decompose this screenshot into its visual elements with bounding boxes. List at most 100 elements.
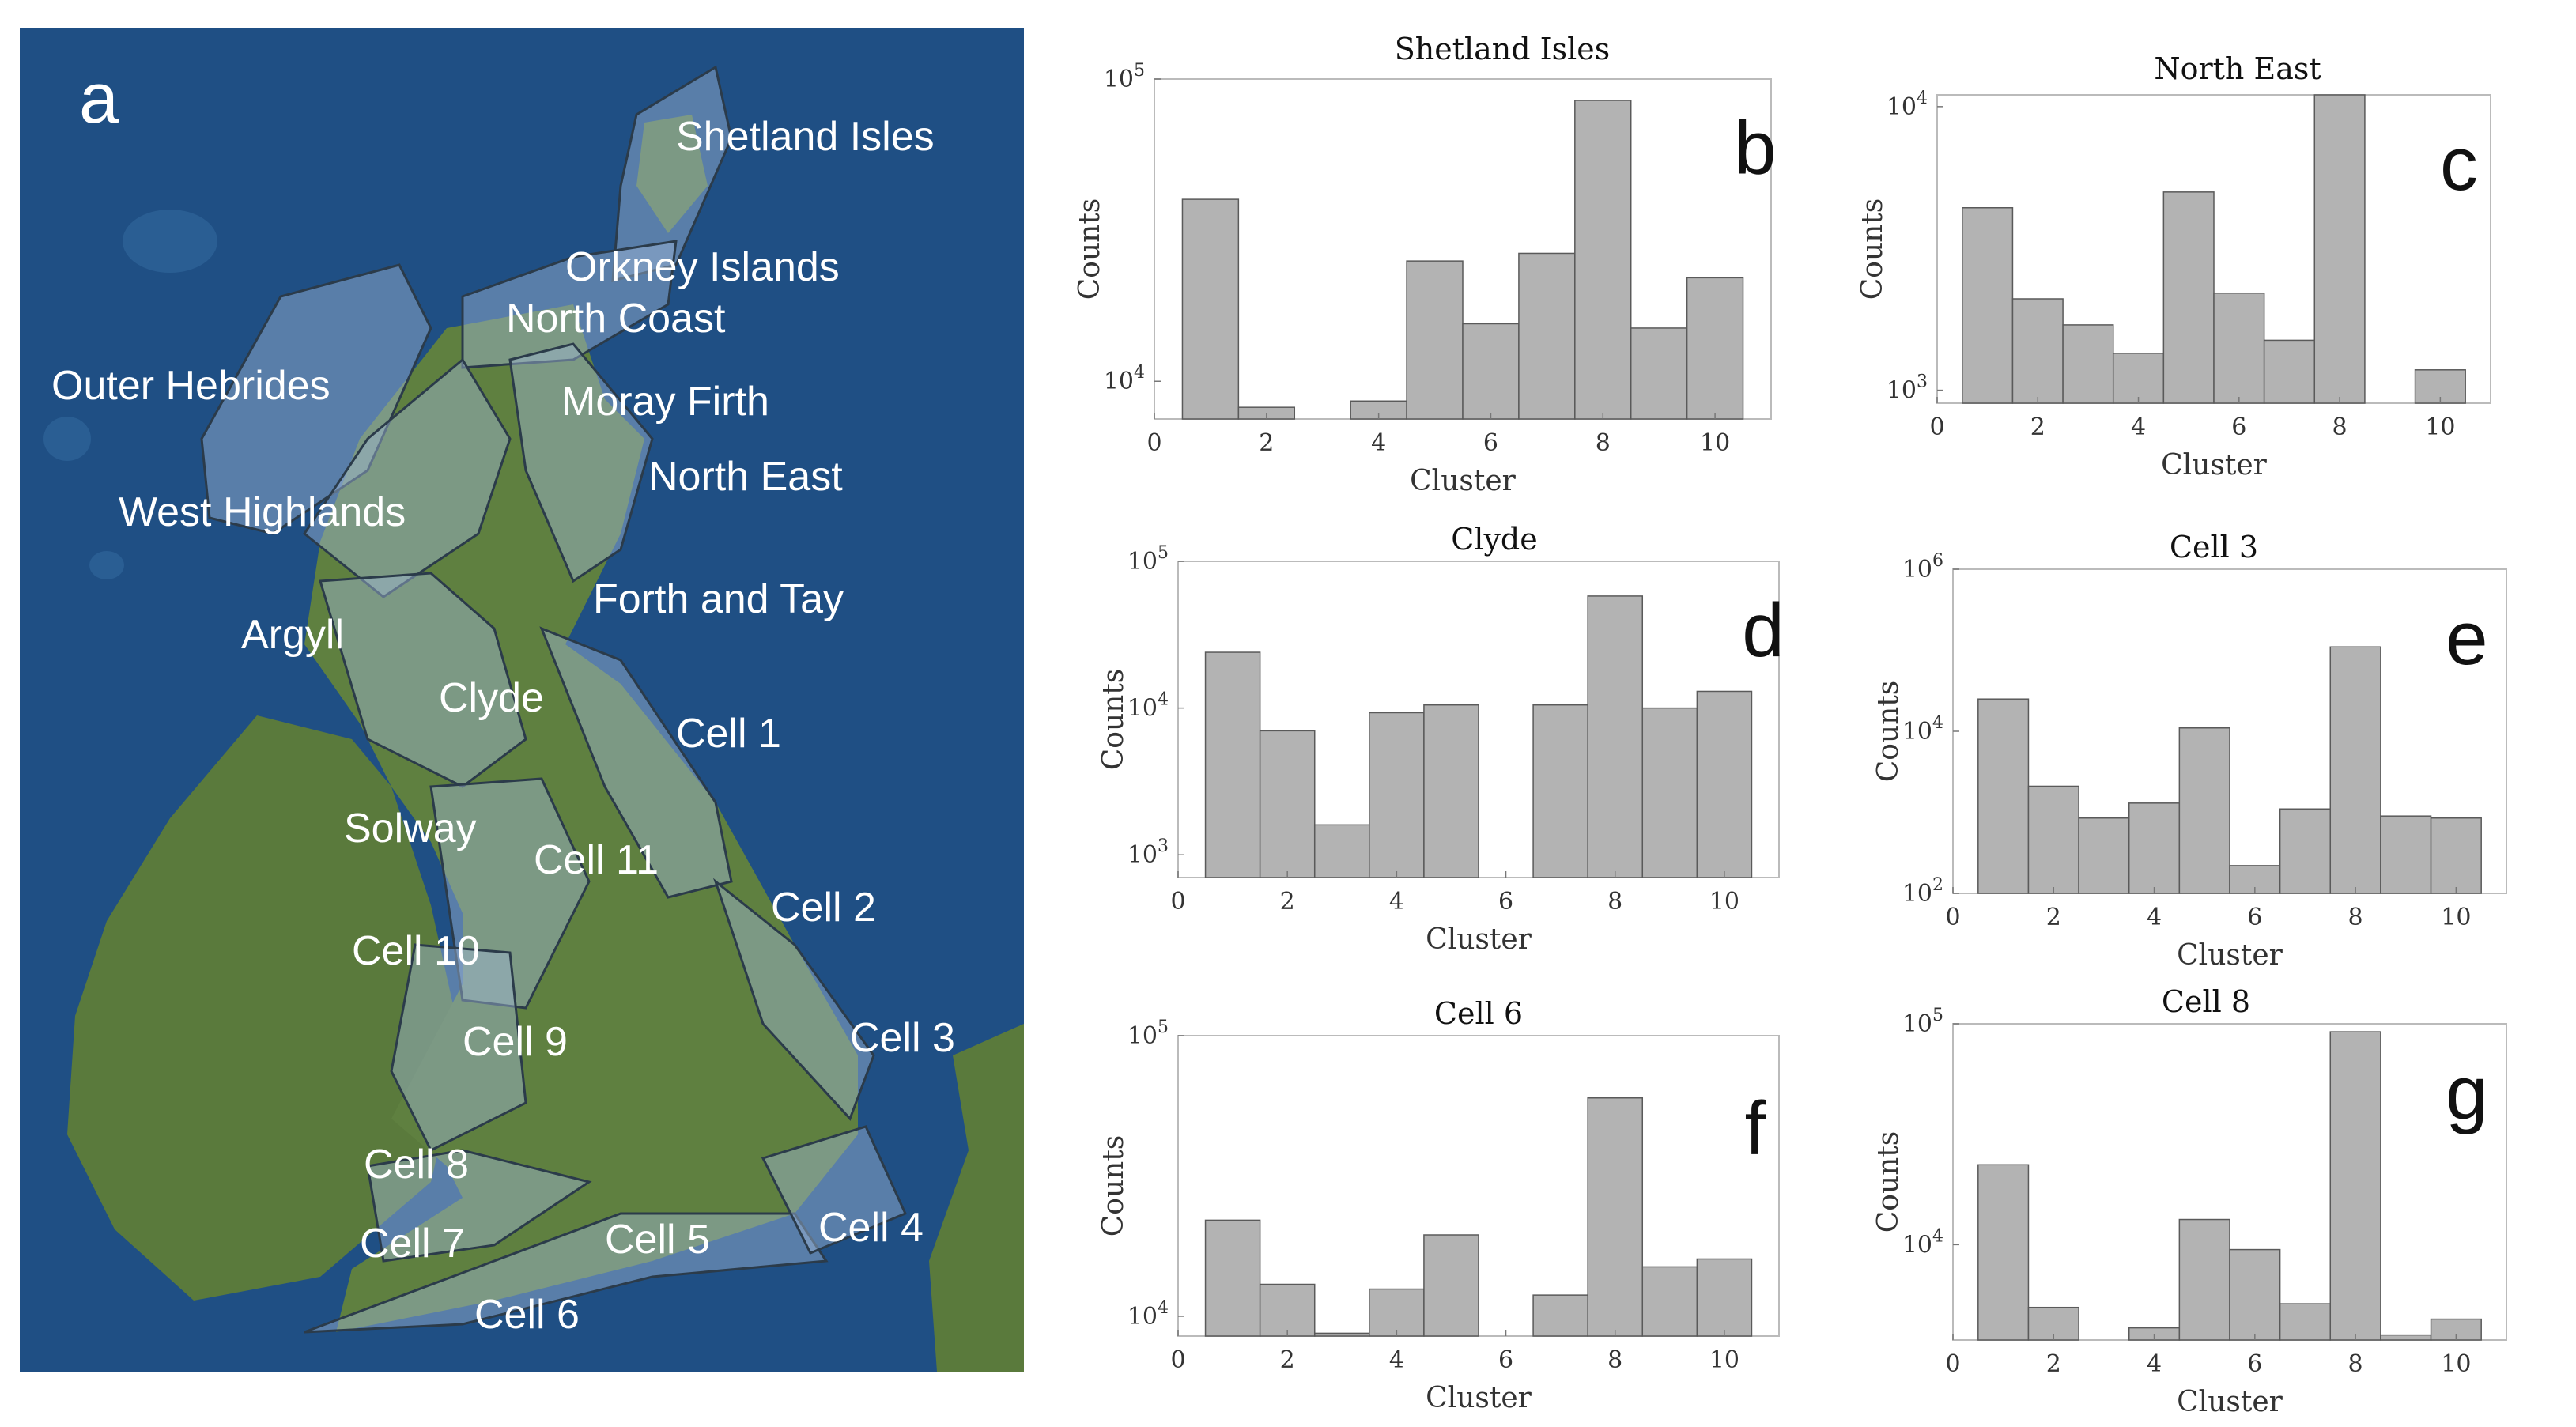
histogram-bar bbox=[2229, 1248, 2281, 1341]
histogram-bar bbox=[1587, 595, 1644, 878]
x-tick-label: 10 bbox=[2425, 413, 2455, 441]
histogram-bar bbox=[2128, 802, 2181, 894]
histogram-bar bbox=[1696, 1258, 1753, 1337]
histogram-panel: 0 2 4 6 8 10 103 104 105 Clyde Cluster Counts d bbox=[1097, 522, 1785, 956]
x-tick-label: 0 bbox=[1146, 429, 1161, 457]
x-tick-label: 6 bbox=[2247, 904, 2262, 931]
panel-letter: e bbox=[2446, 596, 2487, 681]
histogram-bar bbox=[2313, 94, 2366, 404]
overlay-argyll-clyde bbox=[319, 572, 527, 788]
histogram-bar bbox=[1630, 327, 1688, 420]
x-tick-label: 8 bbox=[1607, 888, 1622, 915]
panel-letter: b bbox=[1734, 106, 1776, 191]
overlay-cell2-cell3 bbox=[712, 878, 875, 1121]
shetland-landmass bbox=[636, 115, 708, 233]
histogram-bar bbox=[2011, 298, 2064, 404]
histogram-bar bbox=[2430, 817, 2482, 894]
uk-coastal-cells-map: a Shetland Isles Orkney Islands North Co… bbox=[20, 28, 1024, 1372]
x-tick-label: 8 bbox=[2348, 1350, 2363, 1378]
chart-title: Cell 3 bbox=[2170, 530, 2258, 564]
histogram-bar bbox=[2279, 1303, 2332, 1341]
x-tick-label: 10 bbox=[1700, 429, 1730, 457]
y-tick-label: 104 bbox=[1902, 1226, 1943, 1259]
map-label: North Coast bbox=[506, 296, 726, 342]
histogram-bar bbox=[2178, 1218, 2230, 1341]
x-tick-label: 6 bbox=[2247, 1350, 2262, 1378]
map-label: Cell 3 bbox=[850, 1015, 955, 1061]
y-tick-label: 103 bbox=[1887, 372, 1928, 405]
histogram-bar bbox=[1423, 1234, 1479, 1337]
map-label: Cell 8 bbox=[364, 1142, 469, 1187]
histogram-panel: 0 2 4 6 8 10 104 105 Cell 8 Cluster Counts g bbox=[1872, 984, 2507, 1418]
map-label: Cell 9 bbox=[463, 1019, 568, 1065]
histogram-bar bbox=[1369, 1288, 1425, 1337]
chart-title: Cell 6 bbox=[1434, 996, 1523, 1031]
x-tick-label: 8 bbox=[1596, 429, 1611, 457]
histogram-bar bbox=[2162, 191, 2215, 404]
map-label: Clyde bbox=[439, 675, 544, 721]
panel-letter: d bbox=[1742, 588, 1784, 673]
y-tick-label: 102 bbox=[1902, 875, 1943, 908]
y-tick-label: 105 bbox=[1127, 543, 1169, 576]
histogram-bar bbox=[1204, 651, 1261, 878]
map-label: Shetland Isles bbox=[676, 114, 935, 160]
y-axis-label: Counts bbox=[1097, 1135, 1130, 1237]
y-tick-label: 106 bbox=[1902, 551, 1943, 583]
x-tick-label: 2 bbox=[1280, 1346, 1295, 1374]
y-tick-label: 103 bbox=[1127, 836, 1169, 869]
histogram-panel: 0 2 4 6 8 10 104 105 Cell 6 Cluster Counts f bbox=[1097, 996, 1780, 1414]
overlay-cell4 bbox=[761, 1125, 908, 1255]
panel-letter: g bbox=[2446, 1051, 2487, 1135]
histogram-panel: 0 2 4 6 8 10 103 104 North East Cluster Counts c bbox=[1856, 51, 2491, 481]
map-label: Cell 1 bbox=[676, 711, 781, 757]
histogram-bar bbox=[2263, 339, 2316, 404]
x-tick-label: 8 bbox=[2332, 413, 2347, 441]
x-tick-label: 2 bbox=[1259, 429, 1274, 457]
histogram-bar bbox=[1641, 707, 1698, 878]
x-tick-label: 8 bbox=[2348, 904, 2363, 931]
panel-letter-a: a bbox=[79, 59, 119, 138]
sea-texture bbox=[89, 551, 124, 579]
x-tick-label: 4 bbox=[1389, 1346, 1404, 1374]
x-tick-label: 4 bbox=[2147, 1350, 2162, 1378]
map-label: Cell 7 bbox=[360, 1221, 465, 1267]
x-axis-label: Cluster bbox=[1410, 465, 1516, 497]
histogram-bar bbox=[1313, 824, 1370, 878]
map-labels: Shetland Isles Orkney Islands North Coas… bbox=[51, 114, 955, 1338]
panel-letter: c bbox=[2440, 122, 2478, 206]
histogram-bar bbox=[2062, 324, 2114, 404]
coastal-cell-overlays bbox=[200, 65, 908, 1334]
map-label: Cell 11 bbox=[534, 837, 659, 883]
overlay-outer-hebrides bbox=[200, 263, 432, 535]
x-tick-label: 4 bbox=[1389, 888, 1404, 915]
x-tick-label: 4 bbox=[2147, 904, 2162, 931]
overlay-cell6-cell5 bbox=[304, 1212, 829, 1334]
x-tick-label: 10 bbox=[2441, 904, 2471, 931]
overlay-cell9-cell10 bbox=[390, 943, 527, 1153]
overlay-cell8-cell7 bbox=[366, 1149, 592, 1263]
histogram-bar bbox=[1532, 704, 1588, 878]
overlay-orkney-north-coast bbox=[461, 240, 678, 369]
y-axis-label: Counts bbox=[1074, 198, 1106, 300]
x-axis-label: Cluster bbox=[1426, 1382, 1532, 1414]
histogram-bar bbox=[1313, 1332, 1370, 1337]
histogram-bar bbox=[1641, 1266, 1698, 1337]
x-tick-label: 2 bbox=[1280, 888, 1295, 915]
map-label: Argyll bbox=[241, 612, 344, 658]
x-axis-label: Cluster bbox=[2177, 1386, 2283, 1418]
histogram-panel: 0 2 4 6 8 10 104 105 Shetland Isles Cluster Counts… bbox=[1074, 32, 1777, 497]
x-tick-label: 0 bbox=[1945, 1350, 1960, 1378]
histogram-bar bbox=[1686, 277, 1744, 420]
histogram-bar bbox=[1574, 100, 1632, 420]
map-label: Cell 2 bbox=[771, 885, 876, 931]
histogram-bar bbox=[2078, 817, 2130, 894]
x-tick-label: 6 bbox=[1498, 888, 1513, 915]
x-tick-label: 6 bbox=[2231, 413, 2246, 441]
histogram-panel: 0 2 4 6 8 10 102 104 106 Cell 3 Cluster Counts e bbox=[1872, 530, 2507, 972]
overlay-shetland bbox=[611, 65, 733, 282]
histogram-bar bbox=[1587, 1097, 1644, 1337]
y-axis-label: Counts bbox=[1097, 669, 1130, 771]
chart-title: Clyde bbox=[1451, 522, 1538, 557]
histogram-bar bbox=[1259, 730, 1316, 878]
histogram-bar bbox=[2213, 292, 2265, 404]
